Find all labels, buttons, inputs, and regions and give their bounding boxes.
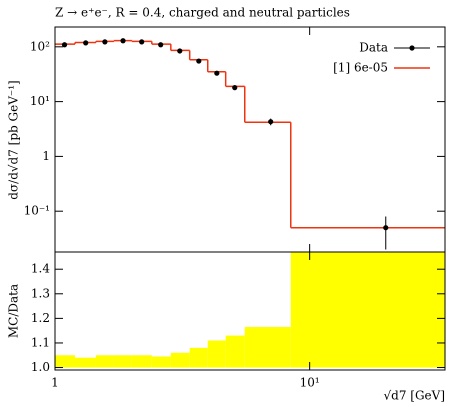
ratio-bar: [55, 355, 75, 368]
y-tick-label: 10²: [30, 39, 50, 53]
x-tick-label: 1: [51, 376, 59, 390]
data-point: [196, 58, 202, 64]
ratio-bar: [290, 252, 445, 368]
y-tick-label: 1.4: [31, 262, 50, 276]
y-tick-label: 10⁻¹: [24, 204, 50, 218]
main-plot: [55, 38, 445, 250]
data-point: [139, 39, 145, 45]
data-point: [232, 85, 238, 91]
y-tick-label: 1.1: [31, 335, 50, 349]
data-point: [61, 42, 68, 48]
ratio-area: [55, 252, 445, 368]
ratio-bar: [207, 340, 226, 368]
legend-swatch: [409, 45, 415, 51]
ratio-y-axis-label: MC/Data: [7, 284, 21, 338]
legend-label: Data: [359, 41, 388, 55]
y-tick-label: 1: [42, 149, 50, 163]
ratio-bar: [151, 356, 171, 368]
x-axis-label: √d7 [GeV]: [384, 389, 446, 403]
data-point: [268, 119, 274, 125]
data-point: [177, 48, 183, 54]
data-point: [158, 42, 164, 48]
ratio-bar: [170, 352, 190, 368]
data-point: [214, 70, 220, 76]
data-point: [120, 38, 126, 44]
ratio-bar: [225, 335, 245, 368]
ratio-frame: [54, 251, 446, 371]
x-tick-label: 10¹: [300, 376, 320, 390]
y-tick-label: 10¹: [30, 94, 50, 108]
y-axis-label: dσ/d√d7 [pb GeV⁻¹]: [7, 80, 21, 199]
data-point: [102, 39, 108, 45]
y-tick-label: 1.2: [31, 311, 50, 325]
y-tick-label: 1.3: [31, 286, 50, 300]
ratio-bar: [74, 357, 96, 368]
ratio-bar: [113, 355, 132, 368]
legend-label: [1] 6e-05: [333, 61, 388, 75]
ratio-bar: [189, 347, 208, 368]
data-point: [383, 225, 389, 231]
data-point: [83, 40, 89, 46]
y-tick-label: 1.0: [31, 360, 50, 374]
ratio-bar: [95, 355, 114, 368]
ratio-bar: [244, 326, 291, 368]
ratio-bar: [131, 355, 152, 368]
chart-title: Z → e⁺e⁻, R = 0.4, charged and neutral p…: [55, 6, 350, 20]
